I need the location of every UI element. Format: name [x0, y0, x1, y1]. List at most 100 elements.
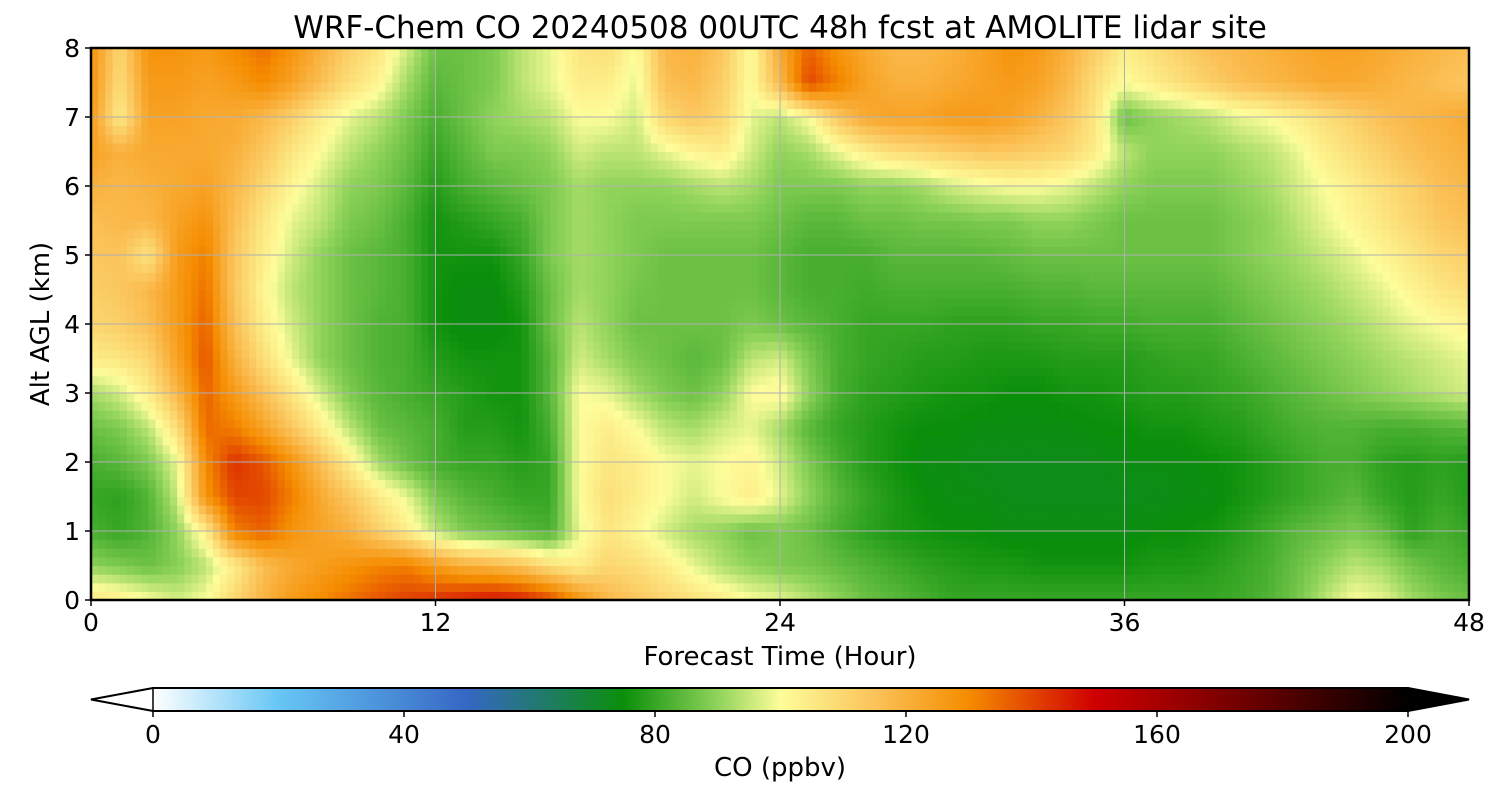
heatmap-cell — [593, 444, 602, 454]
heatmap-cell — [291, 539, 300, 549]
heatmap-cell — [378, 410, 386, 420]
heatmap-cell — [1454, 384, 1463, 394]
heatmap-cell — [701, 418, 709, 429]
heatmap-cell — [1296, 591, 1305, 600]
heatmap-cell — [91, 522, 99, 532]
heatmap-cell — [866, 513, 874, 523]
heatmap-cell — [1045, 539, 1054, 549]
heatmap-cell — [313, 556, 322, 567]
heatmap-cell — [1239, 522, 1248, 532]
heatmap-cell — [98, 410, 106, 420]
heatmap-cell — [701, 462, 709, 472]
heatmap-cell — [457, 496, 465, 506]
heatmap-cell — [205, 375, 214, 385]
heatmap-cell — [141, 384, 150, 394]
heatmap-cell — [1181, 496, 1190, 506]
heatmap-cell — [1275, 487, 1283, 498]
heatmap-cell — [722, 453, 731, 463]
heatmap-cell — [937, 582, 946, 592]
heatmap-cell — [1217, 513, 1226, 523]
heatmap-cell — [600, 531, 609, 541]
heatmap-cell — [335, 513, 343, 523]
heatmap-cell — [256, 496, 264, 506]
heatmap-cell — [306, 496, 315, 506]
heatmap-cell — [277, 462, 286, 472]
heatmap-cell — [1067, 375, 1075, 385]
heatmap-cell — [586, 565, 594, 575]
heatmap-cell — [291, 513, 300, 523]
heatmap-cell — [162, 548, 171, 558]
heatmap-cell — [622, 393, 630, 403]
heatmap-cell — [320, 591, 329, 600]
heatmap-cell — [880, 539, 889, 549]
heatmap-cell — [119, 539, 128, 549]
heatmap-cell — [1160, 582, 1169, 592]
heatmap-cell — [535, 401, 544, 411]
heatmap-cell — [923, 505, 932, 515]
heatmap-cell — [708, 539, 717, 549]
heatmap-cell — [593, 453, 602, 463]
heatmap-cell — [1217, 418, 1226, 429]
heatmap-cell — [1217, 427, 1226, 437]
heatmap-cell — [1038, 375, 1047, 385]
heatmap-cell — [464, 531, 472, 541]
heatmap-cell — [1461, 591, 1469, 600]
heatmap-cell — [937, 462, 946, 472]
heatmap-cell — [708, 513, 717, 523]
heatmap-cell — [220, 401, 228, 411]
heatmap-cell — [693, 574, 702, 584]
heatmap-cell — [98, 496, 106, 506]
heatmap-cell — [1196, 539, 1205, 549]
heatmap-cell — [830, 427, 839, 437]
heatmap-cell — [672, 384, 681, 394]
heatmap-cell — [1224, 470, 1233, 480]
heatmap-cell — [1361, 470, 1370, 480]
heatmap-cell — [830, 418, 839, 429]
heatmap-cell — [112, 375, 121, 385]
heatmap-cell — [1253, 582, 1262, 592]
heatmap-cell — [1081, 487, 1090, 498]
heatmap-cell — [1146, 539, 1154, 549]
heatmap-cell — [973, 487, 982, 498]
heatmap-cell — [378, 591, 386, 600]
heatmap-cell — [134, 479, 142, 489]
heatmap-cell — [457, 531, 465, 541]
heatmap-cell — [370, 418, 379, 429]
heatmap-cell — [665, 591, 673, 600]
heatmap-cell — [227, 462, 236, 472]
heatmap-cell — [1203, 574, 1212, 584]
heatmap-cell — [191, 556, 200, 567]
heatmap-cell — [1124, 384, 1133, 394]
heatmap-cell — [787, 505, 795, 515]
heatmap-cell — [169, 513, 178, 523]
heatmap-cell — [980, 513, 989, 523]
heatmap-cell — [134, 591, 142, 600]
heatmap-cell — [528, 462, 537, 472]
heatmap-cell — [220, 513, 228, 523]
heatmap-cell — [112, 591, 121, 600]
heatmap-cell — [1059, 591, 1068, 600]
heatmap-cell — [765, 401, 774, 411]
heatmap-cell — [1275, 556, 1283, 567]
heatmap-cell — [1189, 591, 1197, 600]
heatmap-cell — [1189, 522, 1197, 532]
heatmap-cell — [1110, 418, 1118, 429]
heatmap-cell — [342, 574, 350, 584]
heatmap-cell — [722, 556, 731, 567]
heatmap-cell — [126, 487, 135, 498]
heatmap-cell — [923, 479, 932, 489]
heatmap-cell — [112, 453, 121, 463]
heatmap-cell — [672, 513, 681, 523]
heatmap-cell — [528, 548, 537, 558]
heatmap-cell — [1454, 548, 1463, 558]
heatmap-cell — [1232, 444, 1240, 454]
heatmap-cell — [1425, 565, 1434, 575]
heatmap-cell — [91, 462, 99, 472]
heatmap-cell — [1361, 427, 1370, 437]
heatmap-cell — [693, 531, 702, 541]
heatmap-cell — [916, 427, 925, 437]
heatmap-cell — [1110, 453, 1118, 463]
heatmap-cell — [392, 582, 401, 592]
heatmap-cell — [220, 487, 228, 498]
heatmap-cell — [191, 384, 200, 394]
